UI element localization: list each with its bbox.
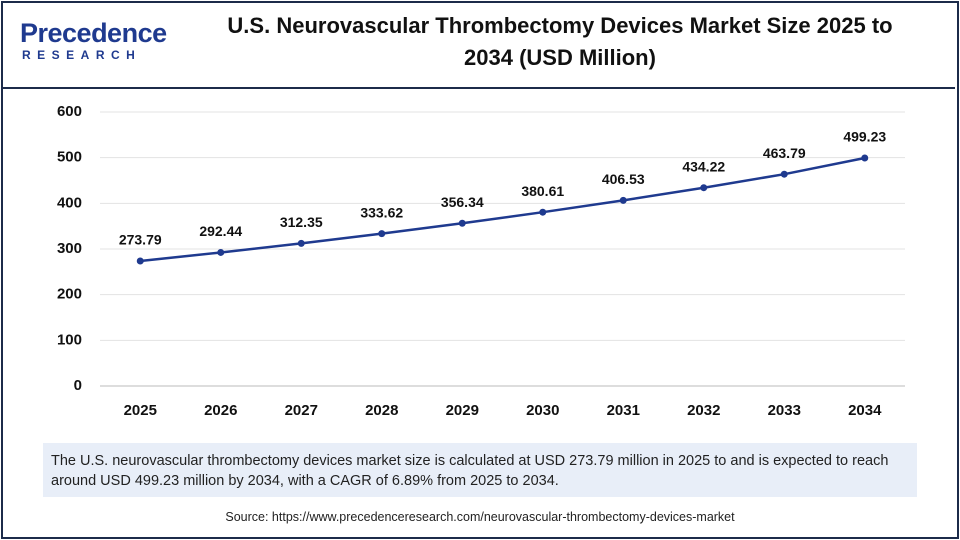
x-tick-label: 2031 xyxy=(607,402,640,419)
source: Source: https://www.precedenceresearch.c… xyxy=(225,510,735,524)
line xyxy=(140,156,865,263)
marker xyxy=(458,219,466,227)
data-label: 273.79 xyxy=(119,232,162,248)
x-tick-label: 2033 xyxy=(768,402,801,419)
data-label: 312.35 xyxy=(280,214,323,230)
data-label: 434.22 xyxy=(682,158,725,174)
x-tick-label: 2030 xyxy=(526,402,559,419)
marker xyxy=(780,170,788,178)
x-tick-label: 2029 xyxy=(446,402,479,419)
marker xyxy=(700,184,708,192)
marker xyxy=(136,257,144,265)
data-label: 292.44 xyxy=(199,223,242,239)
marker xyxy=(861,154,869,162)
x-tick-label: 2025 xyxy=(124,402,157,419)
separator xyxy=(3,87,955,89)
data-label: 463.79 xyxy=(763,145,806,161)
x-tick-label: 2028 xyxy=(365,402,398,419)
data-label: 356.34 xyxy=(441,194,484,210)
marker xyxy=(217,248,225,256)
description: The U.S. neurovascular thrombectomy devi… xyxy=(43,443,917,497)
marker xyxy=(378,230,386,238)
y-tick-label: 100 xyxy=(57,331,82,348)
x-tick-label: 2034 xyxy=(848,402,882,419)
data-label: 380.61 xyxy=(521,183,564,199)
y-tick-label: 0 xyxy=(74,377,82,394)
y-tick-label: 200 xyxy=(57,286,82,303)
marker xyxy=(539,208,547,216)
logo-tagline: RESEARCH xyxy=(22,48,142,62)
y-tick-label: 300 xyxy=(57,240,82,257)
chart-title: U.S. Neurovascular Thrombectomy Devices … xyxy=(227,13,893,70)
y-tick-label: 600 xyxy=(57,103,82,120)
data-label: 499.23 xyxy=(843,129,886,145)
x-tick-label: 2027 xyxy=(285,402,318,419)
y-tick-label: 400 xyxy=(57,194,82,211)
data-label: 406.53 xyxy=(602,171,645,187)
x-tick-label: 2032 xyxy=(687,402,720,419)
y-tick-label: 500 xyxy=(57,149,82,166)
logo-name: Precedence xyxy=(20,18,167,48)
marker xyxy=(297,239,305,247)
data-label: 333.62 xyxy=(360,204,403,220)
x-tick-label: 2026 xyxy=(204,402,237,419)
marker xyxy=(619,196,627,204)
